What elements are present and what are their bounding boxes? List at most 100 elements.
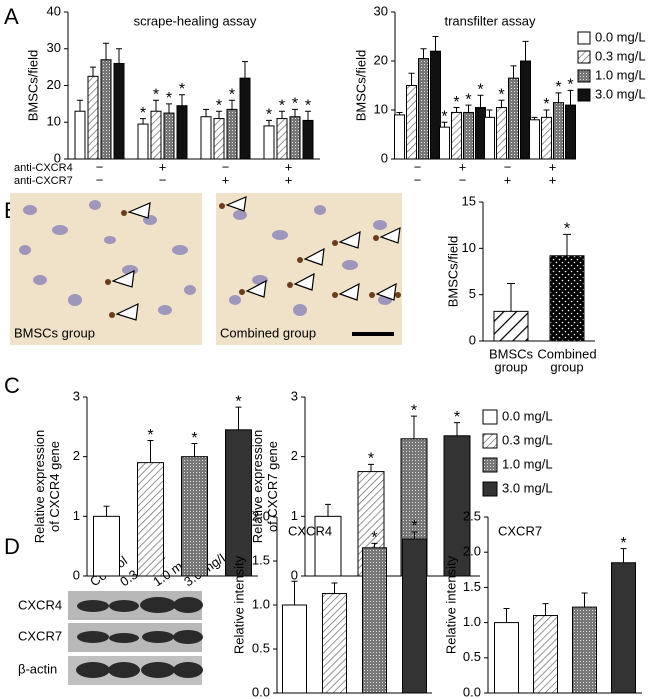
x-tick-label: group [494,359,527,374]
chart-title: transfilter assay [444,13,536,28]
significance-mark: * [477,82,483,99]
bar [549,255,585,342]
bar [137,462,164,577]
error-bar [266,119,272,126]
error-bar [235,406,242,430]
bar [176,105,188,160]
legend-swatch [482,433,498,449]
legend-swatch [577,88,591,102]
bar [418,58,429,160]
y-tick-label: 0 [54,150,61,165]
significance-mark: * [216,97,222,114]
treatment-sign: − [96,172,104,187]
significance-mark: * [441,108,447,125]
significance-mark: * [498,86,504,103]
image-label: Combined group [220,325,316,340]
bar [137,123,149,160]
bar [322,593,347,694]
error-bar [477,94,484,108]
y-tick-label: 30 [47,40,61,55]
significance-mark: * [153,86,159,103]
legend-swatch [482,481,498,497]
error-bar [411,415,417,439]
y-tick-label: 0 [469,332,476,347]
significance-mark: * [179,81,185,98]
error-bar [368,463,374,472]
panel-label: D [4,534,20,559]
error-bar [166,103,172,114]
legend-swatch [577,31,591,45]
error-bar [408,72,415,86]
bar [430,50,441,160]
legend-label: 3.0 mg/L [502,480,553,495]
y-tick-label: 2.5 [463,508,481,523]
error-bar [325,503,331,517]
bar [302,119,314,160]
significance-mark: * [564,221,570,238]
treatment-sign: + [222,172,230,187]
y-tick-label: 2 [73,448,80,463]
error-bar [563,233,571,256]
bar [572,606,597,694]
error-bar [371,542,378,548]
error-bar [510,65,517,79]
error-bar [77,99,83,112]
y-axis-label: Relative intensity [231,555,246,654]
bar [226,108,238,160]
bar [402,538,427,694]
y-tick-label: 1.0 [252,596,270,611]
significance-mark: * [620,535,626,552]
blot-row-label: CXCR7 [18,628,62,643]
y-tick-label: 2.0 [463,544,481,559]
bar [239,77,251,160]
bar [362,547,387,694]
bar [225,429,252,577]
y-axis-label: of CXCR4 gene [47,441,62,532]
y-axis-label: of CXCR7 gene [265,441,280,532]
bar [93,515,120,577]
bar [74,110,86,160]
treatment-sign: − [414,172,422,187]
y-tick-label: 1 [73,508,80,523]
error-bar [305,110,311,121]
significance-mark: * [235,393,241,410]
significance-mark: * [229,86,235,103]
legend-swatch [482,457,498,473]
significance-mark: * [368,451,374,468]
error-bar [179,94,185,106]
error-bar [103,42,109,60]
significance-mark: * [266,107,272,124]
y-tick-label: 20 [374,52,388,67]
treatment-sign: − [414,159,422,174]
y-tick-label: 15 [462,193,476,208]
bar [282,604,307,694]
legend-swatch [577,50,591,64]
error-bar [140,118,146,125]
bar [87,75,99,160]
treatment-sign: − [222,159,230,174]
bar [496,107,507,160]
y-tick-label: 10 [47,114,61,129]
error-bar [203,108,209,117]
legend-label: 1.0 mg/L [502,456,553,471]
treatment-sign: − [504,159,512,174]
legend-label: 0.0 mg/L [502,408,553,423]
x-tick-label: group [550,359,583,374]
bar [289,116,301,160]
treatment-label: anti-CXCR4 [14,162,73,174]
legend-label: 0.0 mg/L [595,29,646,44]
legend-swatch [482,409,498,425]
bar [493,310,529,342]
significance-mark: * [453,94,459,111]
treatment-sign: + [504,172,512,187]
panel-label: C [4,373,20,398]
bar [529,119,540,160]
y-tick-label: 2.0 [252,508,270,523]
treatment-sign: + [459,159,467,174]
legend-swatch [577,69,591,83]
y-tick-label: 0 [381,150,388,165]
significance-mark: * [411,518,417,535]
bar [100,59,112,160]
error-bar [441,121,448,128]
